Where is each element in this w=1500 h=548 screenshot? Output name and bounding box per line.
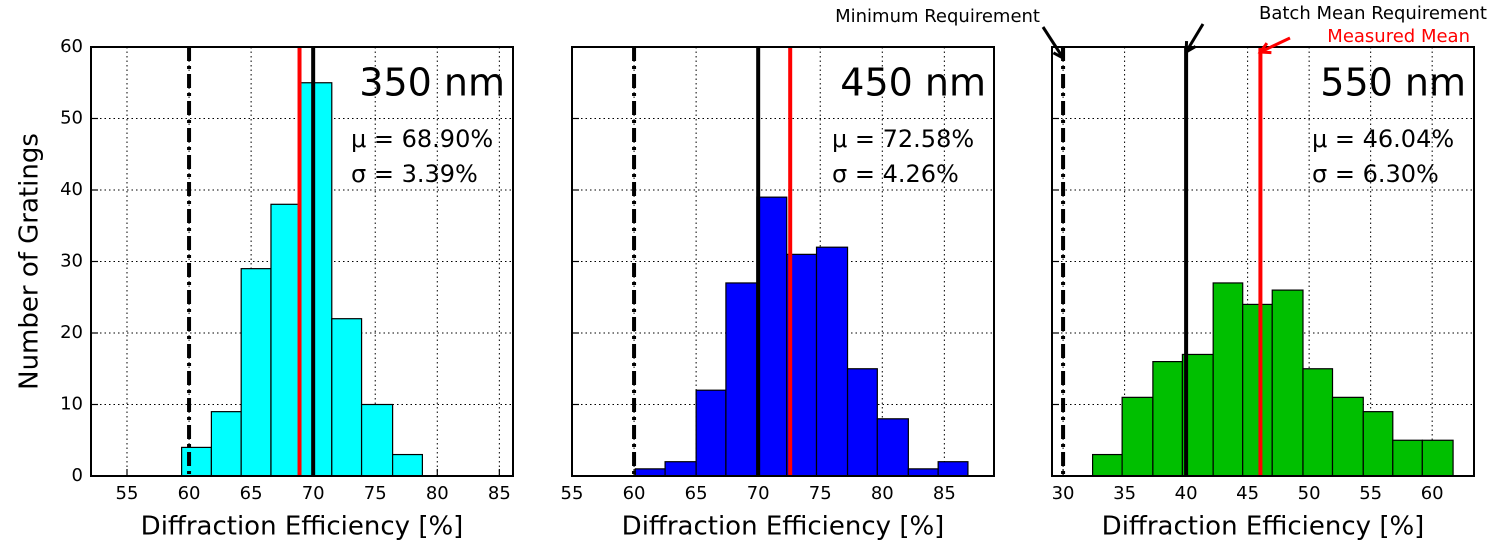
x-tick-label: 75 [364, 483, 387, 504]
bar [270, 203, 302, 477]
x-tick-label: 50 [1298, 483, 1321, 504]
x-tick-label: 80 [426, 483, 449, 504]
bar [1212, 282, 1244, 477]
bar [846, 368, 878, 477]
plot-frame [571, 46, 995, 477]
bar [360, 403, 394, 477]
bar [240, 268, 272, 477]
bar [181, 446, 212, 477]
plot-frame [90, 46, 514, 477]
x-tick-label: 35 [1113, 483, 1136, 504]
bar [756, 196, 788, 477]
x-tick-label: 70 [747, 483, 770, 504]
bar [1242, 303, 1273, 477]
x-tick-label: 60 [178, 483, 201, 504]
bar [210, 411, 242, 477]
bar [1392, 439, 1423, 477]
x-tick-label: 65 [240, 483, 263, 504]
bar [695, 389, 727, 477]
x-tick-label: 45 [1236, 483, 1259, 504]
x-axis-label: Diffraction Efficiency [%] [141, 512, 464, 542]
annotation: Measured Mean [1327, 26, 1470, 47]
x-tick-label: 40 [1175, 483, 1198, 504]
x-tick-label: 65 [685, 483, 708, 504]
x-tick-label: 30 [1052, 483, 1075, 504]
annotation-arrow [1259, 36, 1291, 54]
x-tick-label: 80 [871, 483, 894, 504]
bar [634, 468, 666, 477]
bar [937, 461, 969, 477]
bar [1092, 453, 1123, 477]
bar [392, 453, 423, 477]
bar [664, 461, 697, 477]
y-tick-label: 60 [60, 36, 83, 57]
x-axis-label: Diffraction Efficiency [%] [622, 512, 945, 542]
x-tick-label: 75 [809, 483, 832, 504]
bar [907, 468, 939, 477]
bar [1362, 411, 1394, 477]
x-tick-label: 85 [488, 483, 511, 504]
panel-label: 350 nm [359, 61, 505, 105]
bar [1271, 289, 1304, 477]
x-tick-label: 70 [302, 483, 325, 504]
bar [300, 82, 333, 477]
stat-label: σ = 3.39% [351, 160, 478, 188]
stat-label: σ = 4.26% [832, 160, 959, 188]
y-tick-label: 0 [72, 465, 83, 486]
annotation: Batch Mean Requirement [1259, 3, 1487, 24]
stat-label: μ = 46.04% [1312, 125, 1454, 153]
stat-label: μ = 72.58% [832, 125, 974, 153]
bar [725, 282, 758, 477]
x-tick-label: 55 [1359, 483, 1382, 504]
x-tick-label: 85 [933, 483, 956, 504]
stat-label: σ = 6.30% [1312, 160, 1439, 188]
y-tick-label: 30 [60, 251, 83, 272]
y-axis-label: Number of Gratings [15, 133, 45, 390]
stat-label: μ = 68.90% [351, 125, 493, 153]
arrow-head [1257, 42, 1272, 55]
bar [1421, 439, 1454, 477]
bar [1331, 396, 1364, 477]
bar [1152, 361, 1184, 477]
x-tick-label: 55 [116, 483, 139, 504]
y-tick-label: 10 [60, 394, 83, 415]
panel-label: 550 nm [1320, 61, 1466, 105]
bar [331, 318, 363, 477]
bar [1121, 396, 1154, 477]
arrow-head [1052, 46, 1065, 61]
panel-label: 450 nm [840, 61, 986, 105]
x-tick-label: 60 [623, 483, 646, 504]
y-tick-label: 20 [60, 322, 83, 343]
bar [815, 246, 849, 477]
x-axis-label: Diffraction Efficiency [%] [1102, 512, 1425, 542]
bar [1302, 368, 1334, 477]
annotation-arrow [1184, 23, 1205, 53]
x-tick-label: 55 [561, 483, 584, 504]
annotation-arrow [1041, 26, 1065, 59]
y-tick-label: 40 [60, 179, 83, 200]
annotation: Minimum Requirement [835, 6, 1040, 27]
bar [876, 418, 909, 477]
x-tick-label: 60 [1421, 483, 1444, 504]
y-tick-label: 50 [60, 108, 83, 129]
arrow-head [1184, 40, 1197, 55]
